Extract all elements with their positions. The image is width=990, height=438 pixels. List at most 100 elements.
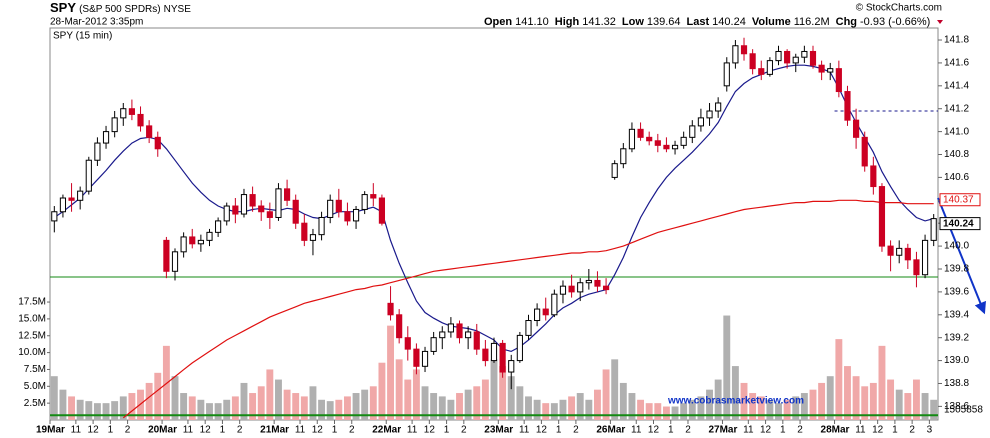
volume-bar xyxy=(275,379,282,420)
y2-tick-label: 10.0M xyxy=(18,347,46,358)
candle-body xyxy=(232,205,239,215)
candle-body xyxy=(102,131,110,144)
x-tick-label: 1 xyxy=(444,425,450,436)
volume-bar xyxy=(662,406,670,420)
x-tick-label: 11 xyxy=(743,425,754,436)
volume-bar xyxy=(447,399,455,420)
x-tick-label: 12 xyxy=(200,425,212,436)
change-arrow xyxy=(937,20,943,24)
x-tick-label: 23Mar xyxy=(484,425,513,436)
x-tick-label: 2 xyxy=(125,425,131,436)
price-label-box xyxy=(939,193,981,207)
volume-bar xyxy=(559,399,567,420)
symbol-name: (S&P 500 SPDRs) xyxy=(79,4,161,15)
volume-bar xyxy=(878,345,886,420)
x-tick-label: 1 xyxy=(108,425,114,436)
candle-body xyxy=(370,194,377,199)
volume-bar xyxy=(757,396,765,420)
volume-bar xyxy=(895,389,903,420)
x-tick-label: 11 xyxy=(295,425,306,436)
volume-bar xyxy=(309,386,317,420)
volume-bar xyxy=(775,403,782,420)
volume-bar xyxy=(930,399,938,420)
volume-bar xyxy=(395,359,403,420)
candle-body xyxy=(439,331,446,339)
volume-bar xyxy=(214,403,222,420)
x-tick-label: 2 xyxy=(573,425,579,436)
x-tick-label: 1 xyxy=(668,425,674,436)
candle-body xyxy=(706,110,713,119)
y2-tick-label: 7.5M xyxy=(24,364,46,375)
candle-body xyxy=(154,136,161,150)
volume-bar xyxy=(585,399,593,420)
y2-tick-label: 5.0M xyxy=(24,381,46,392)
volume-bar xyxy=(171,376,179,420)
candle-body xyxy=(206,231,213,241)
candle-body xyxy=(671,144,679,150)
volume-bar xyxy=(292,393,300,420)
y2-tick-label: 15.0M xyxy=(18,314,46,325)
volume-bar xyxy=(525,396,532,420)
candle-body xyxy=(327,199,334,218)
candle-body xyxy=(715,102,722,112)
candle-body xyxy=(611,163,618,178)
volume-bar xyxy=(714,379,722,420)
x-tick-label: 2 xyxy=(685,425,691,436)
x-tick-label: 20Mar xyxy=(148,425,177,436)
candle-body xyxy=(499,342,506,373)
candle-body xyxy=(171,251,179,272)
x-tick-label: 2 xyxy=(237,425,243,436)
volume-bar xyxy=(887,379,895,420)
candle-body xyxy=(189,236,196,245)
candle-body xyxy=(930,218,937,241)
date: 28-Mar-2012 3:35pm xyxy=(50,17,143,28)
candle-body xyxy=(508,360,515,373)
x-tick-label: 27Mar xyxy=(708,425,737,436)
volume-bar xyxy=(904,393,912,420)
volume-bar xyxy=(438,396,446,420)
x-tick-label: 1 xyxy=(892,425,898,436)
candle-body xyxy=(792,56,799,64)
candle-body xyxy=(577,282,584,293)
volume-bar xyxy=(688,399,696,420)
y2-tick-label: 17.5M xyxy=(18,297,46,308)
x-tick-label: 2 xyxy=(797,425,803,436)
candle-body xyxy=(413,348,420,367)
candle-body xyxy=(568,285,575,293)
quote-label: Volume xyxy=(752,16,791,28)
candle-body xyxy=(163,239,170,272)
candle-body xyxy=(620,148,627,165)
volume-bar xyxy=(473,386,481,420)
ma-line xyxy=(122,199,934,419)
candle-body xyxy=(473,331,480,350)
quote-label: Last xyxy=(687,16,710,28)
x-tick-label: 2 xyxy=(349,425,355,436)
candle-body xyxy=(602,285,610,291)
candle-body xyxy=(766,60,773,75)
candle-body xyxy=(180,236,187,253)
candle-body xyxy=(740,45,748,55)
candle-body xyxy=(197,239,204,245)
volume-bar xyxy=(421,386,429,420)
volume-bar xyxy=(326,401,334,420)
x-tick-label: 12 xyxy=(424,425,436,436)
y2-tick-label: 12.5M xyxy=(18,330,46,341)
candle-body xyxy=(128,108,135,115)
x-tick-label: 22Mar xyxy=(372,425,401,436)
volume-bar xyxy=(861,386,869,420)
volume-bar xyxy=(430,393,438,420)
volume-layer: 1505858 xyxy=(50,315,983,420)
y-tick-label: 138.8 xyxy=(944,378,969,389)
header-title: SPY (S&P 500 SPDRs) NYSE xyxy=(50,0,191,15)
x-tick-label: 12 xyxy=(872,425,884,436)
x-tick-label: 26Mar xyxy=(596,425,625,436)
volume-bar xyxy=(800,393,808,420)
candle-body xyxy=(654,140,661,146)
y-tick-label: 141.0 xyxy=(944,126,969,137)
candle-body xyxy=(835,68,842,93)
volume-bar xyxy=(197,399,205,420)
volume-bar xyxy=(740,382,748,420)
quote-value: 141.10 xyxy=(515,16,549,28)
candle-body xyxy=(628,128,636,150)
